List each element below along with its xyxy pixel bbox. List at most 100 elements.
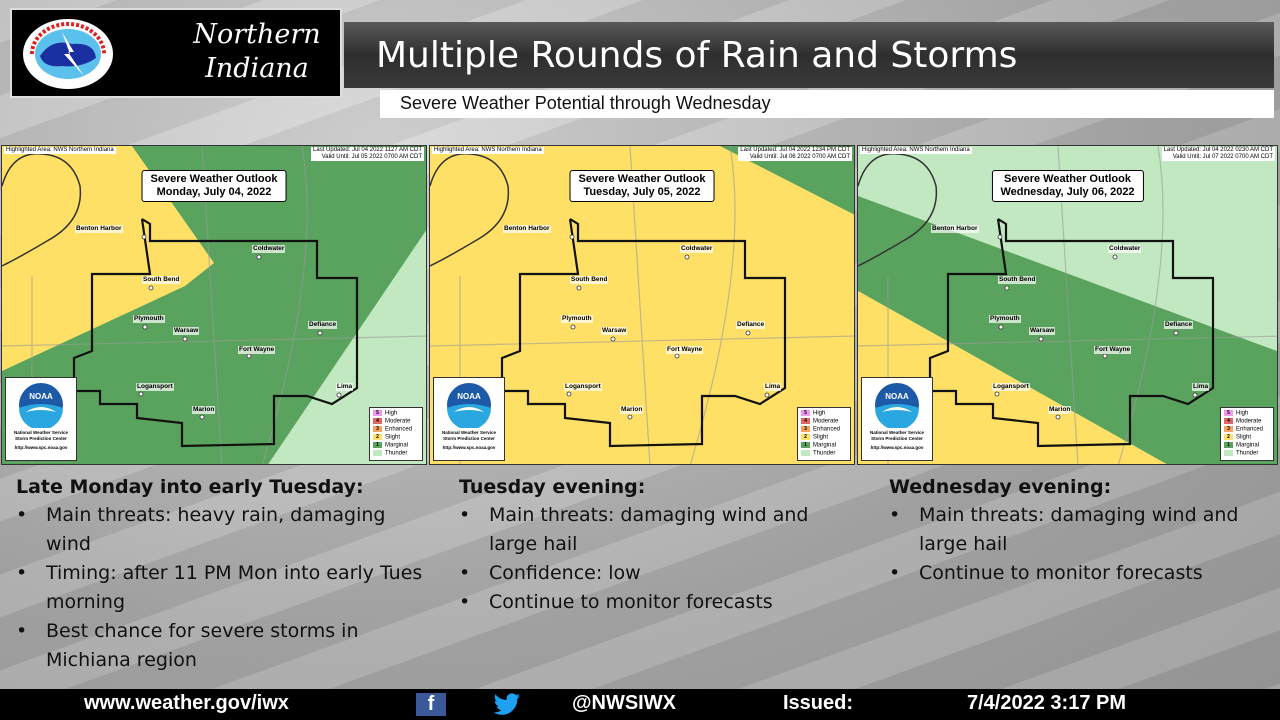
legend-item: 2 Slight: [1224, 433, 1270, 442]
city-label: Benton Harbor: [931, 225, 979, 233]
legend-item: 5 High: [1224, 409, 1270, 418]
outlook-map: Highlighted Area: NWS Northern Indiana La…: [1, 145, 427, 465]
map-title: Severe Weather Outlook Wednesday, July 06…: [991, 170, 1144, 202]
city-label: Coldwater: [1108, 245, 1142, 253]
city-label: Plymouth: [561, 315, 593, 323]
legend-swatch: 3: [1224, 425, 1233, 432]
city-label: Warsaw: [173, 327, 200, 335]
city-label: Lima: [1192, 383, 1210, 391]
footer-bar: www.weather.gov/iwx f @NWSIWX Issued: 7/…: [0, 689, 1280, 720]
city-label: Lima: [336, 383, 354, 391]
noaa-logo-icon: NOAA: [875, 383, 919, 430]
noaa-text: NOAA: [457, 392, 481, 401]
nws-logo-icon: [23, 19, 113, 89]
city-label: Logansport: [136, 383, 174, 391]
legend-item: 5 High: [373, 409, 419, 418]
city-dot: [576, 285, 582, 291]
last-updated: Last Updated: Jul 04 2022 1127 AM CDT: [313, 147, 422, 153]
city-label: Marion: [192, 406, 216, 414]
city-dot: [141, 234, 147, 240]
risk-legend: 5 High 4 Moderate 3 Enhanced 2 Slight 1 Marginal T…: [369, 406, 423, 461]
valid-until: Valid Until: Jul 05 2022 0700 AM CDT: [321, 154, 422, 160]
legend-label: Enhanced: [385, 426, 413, 433]
city-dot: [1112, 254, 1118, 260]
city-label: Coldwater: [680, 245, 714, 253]
legend-label: Enhanced: [1236, 426, 1264, 433]
roads: [858, 146, 1277, 464]
legend-swatch: [373, 449, 382, 456]
noaa-text: NOAA: [29, 392, 53, 401]
region-name: Northern Indiana: [193, 19, 321, 84]
city-label: South Bend: [998, 276, 1037, 284]
risk-legend: 5 High 4 Moderate 3 Enhanced 2 Slight 1 Marginal T…: [797, 406, 851, 461]
legend-swatch: 2: [1224, 433, 1233, 440]
social-handle[interactable]: @NWSIWX: [572, 692, 676, 714]
legend-swatch: 5: [1224, 409, 1233, 416]
lake-michigan-shoreline: [2, 153, 82, 267]
valid-until: Valid Until: Jul 06 2022 0700 AM CDT: [749, 154, 850, 160]
noaa-logo-box: NOAA National Weather Service Storm Predic…: [861, 377, 933, 461]
noaa-line2: Storm Prediction Center: [15, 436, 67, 441]
legend-item: Thunder: [373, 449, 419, 458]
facebook-icon[interactable]: f: [416, 693, 446, 716]
outlook-date: Wednesday, July 06, 2022: [1000, 186, 1135, 198]
legend-item: 1 Marginal: [373, 441, 419, 450]
noaa-line2: Storm Prediction Center: [871, 436, 923, 441]
city-dot: [994, 391, 1000, 397]
legend-item: 4 Moderate: [373, 417, 419, 426]
title-bar: Multiple Rounds of Rain and Storms: [344, 22, 1274, 88]
city-label: Lima: [764, 383, 782, 391]
legend-item: Thunder: [801, 449, 847, 458]
legend-item: 1 Marginal: [1224, 441, 1270, 450]
column-heading: Wednesday evening:: [889, 476, 1112, 498]
page-subtitle: Severe Weather Potential through Wednesd…: [400, 93, 771, 113]
bullet: Continue to monitor forecasts: [459, 588, 859, 617]
last-updated: Last Updated: Jul 04 2022 1234 PM CDT: [740, 147, 850, 153]
legend-swatch: 5: [801, 409, 810, 416]
outlook-date: Tuesday, July 05, 2022: [583, 186, 701, 198]
map-title: Severe Weather Outlook Monday, July 04, 2…: [141, 170, 287, 202]
noaa-url: http://www.spc.noaa.gov: [442, 445, 496, 450]
legend-item: 3 Enhanced: [801, 425, 847, 434]
legend-swatch: 3: [373, 425, 382, 432]
issued-label: Issued:: [783, 692, 854, 714]
bullet: Continue to monitor forecasts: [889, 559, 1274, 588]
column-monday: Late Monday into early Tuesday: Main thr…: [16, 476, 426, 675]
lake-michigan-shoreline: [430, 153, 510, 267]
highlighted-area: Highlighted Area: NWS Northern Indiana: [432, 147, 544, 154]
cwa-boundary: [72, 218, 359, 448]
noaa-logo-box: NOAA National Weather Service Storm Predic…: [433, 377, 505, 461]
city-label: South Bend: [142, 276, 181, 284]
legend-label: Slight: [385, 434, 401, 441]
noaa-url: http://www.spc.noaa.gov: [870, 445, 924, 450]
risk-area: [268, 230, 426, 464]
update-info: Last Updated: Jul 04 2022 0230 AM CDT Val…: [1161, 147, 1275, 161]
twitter-icon[interactable]: [492, 693, 522, 717]
outlook-title: Severe Weather Outlook: [150, 173, 278, 185]
legend-item: 2 Slight: [373, 433, 419, 442]
legend-label: Moderate: [813, 418, 839, 425]
city-label: Defiance: [736, 321, 766, 329]
city-dot: [997, 234, 1003, 240]
city-label: Fort Wayne: [1094, 346, 1132, 354]
city-dot: [142, 324, 148, 330]
valid-until: Valid Until: Jul 07 2022 0700 AM CDT: [1172, 154, 1273, 160]
city-dot: [138, 391, 144, 397]
city-dot: [1038, 336, 1044, 342]
bullet: Confidence: low: [459, 559, 859, 588]
column-wednesday: Wednesday evening: Main threats: damagin…: [889, 476, 1274, 588]
risk-legend: 5 High 4 Moderate 3 Enhanced 2 Slight 1 Marginal T…: [1220, 406, 1274, 461]
legend-label: Moderate: [1236, 418, 1262, 425]
city-dot: [1004, 285, 1010, 291]
highlighted-area: Highlighted Area: NWS Northern Indiana: [4, 147, 116, 154]
roads: [2, 146, 426, 464]
website-link[interactable]: www.weather.gov/iwx: [84, 692, 289, 714]
city-dot: [764, 392, 770, 398]
city-dot: [610, 336, 616, 342]
city-label: Warsaw: [601, 327, 628, 335]
legend-swatch: 4: [801, 417, 810, 424]
city-dot: [336, 392, 342, 398]
legend-label: Slight: [1236, 434, 1252, 441]
legend-swatch: 1: [373, 441, 382, 448]
city-dot: [684, 254, 690, 260]
